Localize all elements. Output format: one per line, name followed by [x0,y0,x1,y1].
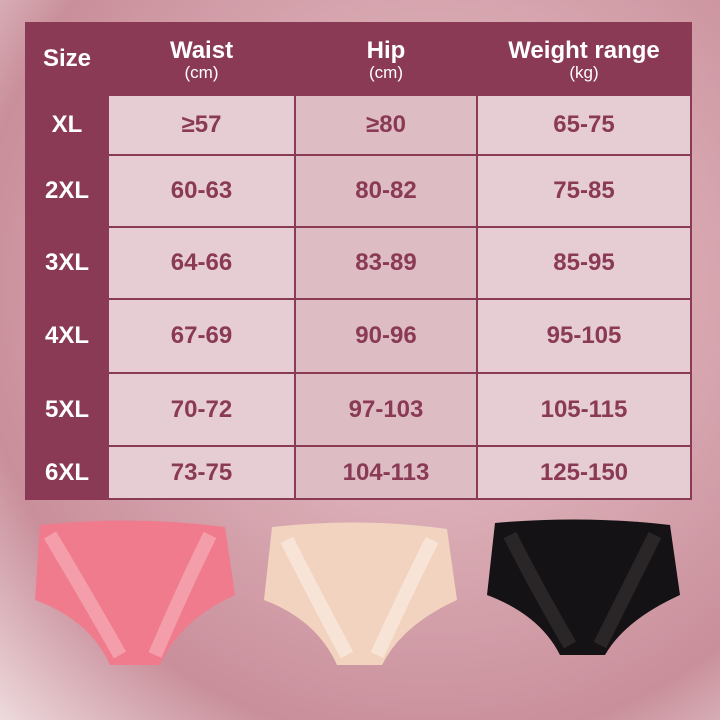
header-unit: (kg) [569,63,599,82]
header-hip: Hip (cm) [296,24,476,94]
waist-cell: 70-72 [109,374,294,445]
header-label: Weight range [508,37,660,64]
weight-cell: 95-105 [478,300,690,372]
header-label: Size [42,45,92,72]
waist-cell: 73-75 [109,447,294,498]
hip-cell: ≥80 [296,96,476,154]
waist-cell: 67-69 [109,300,294,372]
hip-cell: 80-82 [296,156,476,226]
header-waist: Waist (cm) [109,24,294,94]
size-label: 4XL [27,300,107,372]
size-chart-table: Size Waist (cm) Hip (cm) Weight range (kg) … [25,22,692,500]
nude-brief-image [264,522,457,665]
size-label: XL [27,96,107,154]
waist-cell: 60-63 [109,156,294,226]
waist-cell: 64-66 [109,228,294,298]
header-unit: (cm) [184,63,219,82]
weight-cell: 105-115 [478,374,690,445]
size-label: 6XL [27,447,107,498]
weight-cell: 85-95 [478,228,690,298]
size-label: 3XL [27,228,107,298]
size-label: 5XL [27,374,107,445]
hip-cell: 83-89 [296,228,476,298]
hip-cell: 97-103 [296,374,476,445]
header-unit: (cm) [369,63,403,82]
hip-cell: 90-96 [296,300,476,372]
size-label: 2XL [27,156,107,226]
black-brief-image [487,519,680,655]
header-size: Size [27,24,107,94]
weight-cell: 65-75 [478,96,690,154]
waist-cell: ≥57 [109,96,294,154]
weight-cell: 125-150 [478,447,690,498]
weight-cell: 75-85 [478,156,690,226]
pink-brief-image [35,520,235,665]
header-label: Hip [366,37,406,64]
hip-cell: 104-113 [296,447,476,498]
header-weight: Weight range (kg) [478,24,690,94]
header-label: Waist [169,37,234,64]
